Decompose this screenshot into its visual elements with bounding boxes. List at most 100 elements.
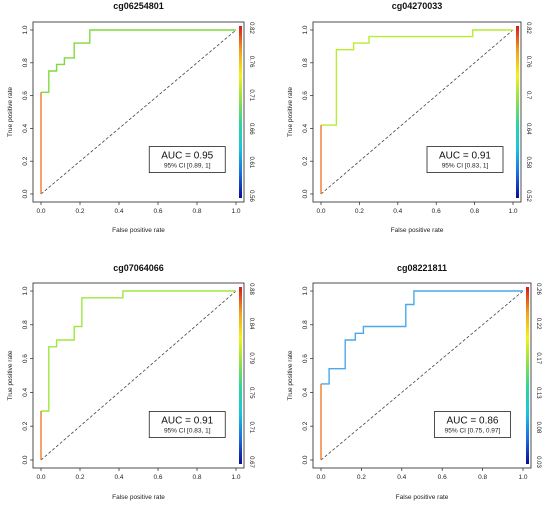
y-tick-label: 0.6 bbox=[302, 354, 309, 363]
x-axis-label: False positive rate bbox=[112, 227, 165, 234]
y-tick-label: 0.4 bbox=[22, 124, 29, 133]
auc-value: AUC = 0.86 bbox=[447, 416, 499, 427]
colorbar-label: 0.03 bbox=[535, 456, 541, 468]
roc-panel-1: cg06254801 0.0 0.2 0.4 0.6 0.8 1.0 0.0 0.2 0.4 0.6… bbox=[7, 1, 254, 234]
roc-curve bbox=[41, 29, 236, 94]
colorbar-label: 0.82 bbox=[248, 22, 254, 34]
auc-value: AUC = 0.91 bbox=[439, 151, 491, 162]
x-tick-label: 0.6 bbox=[438, 474, 447, 481]
reference-line bbox=[40, 290, 237, 461]
y-tick-label: 0.2 bbox=[22, 156, 29, 165]
y-tick-label: 0.2 bbox=[22, 421, 29, 430]
colorbar-label: 0.26 bbox=[535, 283, 541, 295]
y-tick-label: 0.8 bbox=[302, 320, 309, 329]
x-axis-label: False positive rate bbox=[391, 227, 444, 234]
auc-box bbox=[148, 146, 226, 173]
y-tick-label: 0.6 bbox=[22, 91, 29, 100]
x-tick-label: 1.0 bbox=[231, 208, 240, 215]
chart-title: cg07064066 bbox=[113, 263, 164, 273]
colorbar-label: 0.71 bbox=[248, 89, 254, 101]
x-tick-label: 0.4 bbox=[393, 208, 402, 215]
y-tick-label: 0.6 bbox=[302, 91, 309, 100]
y-tick-label: 0.4 bbox=[302, 124, 309, 133]
roc-curve bbox=[321, 290, 523, 385]
x-tick-label: 1.0 bbox=[508, 208, 517, 215]
auc-ci: 95% CI [0.75, 0.97] bbox=[445, 428, 501, 435]
x-tick-label: 0.0 bbox=[36, 474, 45, 481]
colorbar-label: 0.22 bbox=[535, 318, 541, 330]
colorbar-label: 0.88 bbox=[248, 283, 254, 295]
plot-frame bbox=[312, 282, 532, 469]
auc-ci: 95% CI [0.89, 1] bbox=[164, 163, 211, 170]
roc-curve bbox=[321, 29, 513, 126]
colorbar-label: 0.7 bbox=[525, 91, 531, 100]
plot-frame bbox=[32, 282, 245, 469]
y-tick-label: 1.0 bbox=[22, 25, 29, 34]
colorbar-label: 0.61 bbox=[248, 157, 254, 169]
x-tick-label: 0.0 bbox=[316, 208, 325, 215]
x-tick-label: 0.2 bbox=[357, 474, 366, 481]
y-tick-label: 0.6 bbox=[22, 354, 29, 363]
x-tick-label: 1.0 bbox=[518, 474, 527, 481]
x-tick-label: 0.4 bbox=[114, 474, 123, 481]
x-tick-label: 0.4 bbox=[114, 208, 123, 215]
roc-panel-4: cg08221811 0.0 0.2 0.4 0.6 0.8 1.0 0.0 0.2 0.4 0.6… bbox=[287, 263, 541, 501]
colorbar-label: 0.67 bbox=[248, 456, 254, 468]
x-tick-label: 0.4 bbox=[397, 474, 406, 481]
colorbar-label: 0.75 bbox=[248, 387, 254, 399]
y-tick-label: 0.2 bbox=[302, 156, 309, 165]
auc-box bbox=[434, 411, 511, 438]
y-axis-label: True positive rate bbox=[7, 350, 14, 400]
colorbar-label: 0.08 bbox=[535, 422, 541, 434]
y-tick-label: 1.0 bbox=[302, 286, 309, 295]
colorbar bbox=[526, 287, 529, 464]
colorbar-label: 0.13 bbox=[535, 387, 541, 399]
colorbar-label: 0.52 bbox=[525, 190, 531, 202]
x-tick-label: 0.2 bbox=[75, 208, 84, 215]
chart-title: cg04270033 bbox=[392, 1, 443, 11]
colorbar-label: 0.71 bbox=[248, 422, 254, 434]
y-tick-label: 0.0 bbox=[22, 189, 29, 198]
y-tick-label: 1.0 bbox=[22, 286, 29, 295]
x-tick-label: 0.8 bbox=[192, 474, 201, 481]
auc-value: AUC = 0.91 bbox=[161, 416, 213, 427]
colorbar-label: 0.82 bbox=[525, 22, 531, 34]
roc-curve bbox=[41, 290, 236, 412]
x-tick-label: 0.6 bbox=[432, 208, 441, 215]
auc-box bbox=[426, 146, 504, 173]
colorbar bbox=[516, 26, 519, 198]
colorbar bbox=[239, 287, 242, 464]
x-tick-label: 0.8 bbox=[478, 474, 487, 481]
x-tick-label: 0.0 bbox=[316, 474, 325, 481]
y-axis-label: True positive rate bbox=[287, 350, 294, 400]
colorbar-label: 0.17 bbox=[535, 352, 541, 364]
colorbar-label: 0.66 bbox=[248, 123, 254, 135]
y-tick-label: 0.0 bbox=[302, 189, 309, 198]
colorbar bbox=[239, 26, 242, 198]
x-tick-label: 0.8 bbox=[470, 208, 479, 215]
colorbar-label: 0.58 bbox=[525, 157, 531, 169]
x-tick-label: 0.0 bbox=[36, 208, 45, 215]
y-tick-label: 0.8 bbox=[302, 58, 309, 67]
y-axis-label: True positive rate bbox=[7, 87, 14, 137]
y-tick-label: 0.4 bbox=[22, 388, 29, 397]
plot-frame bbox=[32, 21, 245, 203]
x-axis-label: False positive rate bbox=[396, 494, 449, 501]
y-tick-label: 1.0 bbox=[302, 25, 309, 34]
reference-line bbox=[320, 290, 524, 461]
y-tick-label: 0.0 bbox=[302, 455, 309, 464]
reference-line bbox=[320, 29, 514, 195]
x-tick-label: 0.6 bbox=[153, 474, 162, 481]
auc-ci: 95% CI [0.83, 1] bbox=[442, 163, 489, 170]
x-axis-label: False positive rate bbox=[112, 494, 165, 501]
chart-title: cg08221811 bbox=[397, 263, 447, 273]
y-tick-label: 0.0 bbox=[22, 455, 29, 464]
reference-line bbox=[40, 29, 237, 195]
y-axis-label: True positive rate bbox=[287, 87, 294, 137]
y-tick-label: 0.2 bbox=[302, 421, 309, 430]
x-tick-label: 0.6 bbox=[153, 208, 162, 215]
auc-value: AUC = 0.95 bbox=[161, 151, 213, 162]
auc-box bbox=[148, 411, 226, 438]
plot-frame bbox=[312, 21, 522, 203]
colorbar-label: 0.79 bbox=[248, 352, 254, 364]
